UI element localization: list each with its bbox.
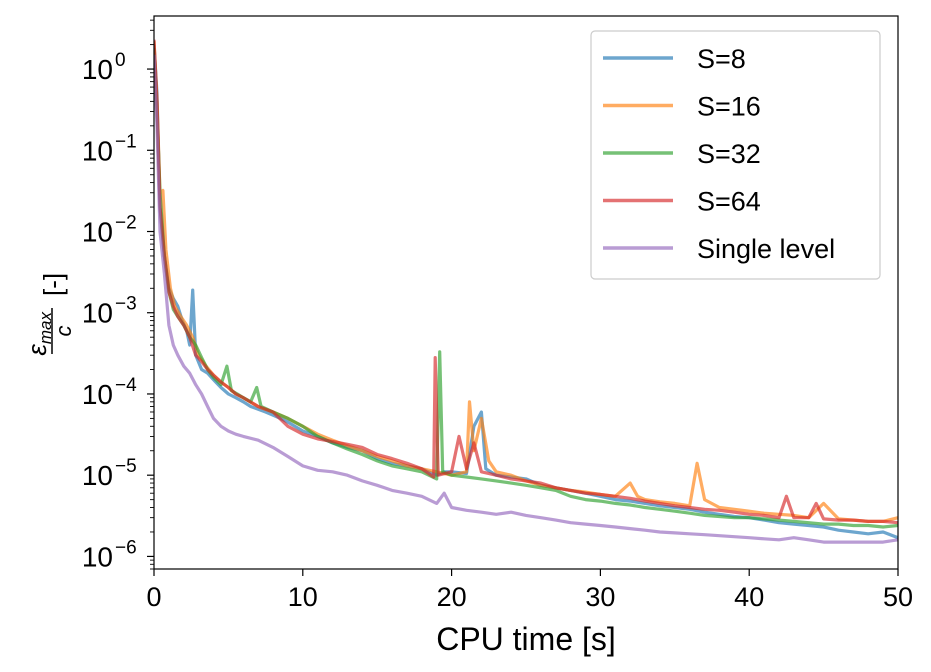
- x-axis: 0 10 20 30 40 50: [146, 569, 913, 612]
- y-tick-label-2: 10: [82, 217, 113, 248]
- y-axis-title-denominator: c: [51, 326, 76, 337]
- y-axis-title: εmax c [-]: [22, 273, 76, 356]
- y-tick-exponent-4: −4: [115, 375, 137, 396]
- y-axis-title-numerator: εmax: [22, 312, 55, 356]
- y-tick-exponent-6: −6: [115, 537, 137, 558]
- y-tick-label-3: 10: [82, 298, 113, 329]
- legend-label-1: S=16: [697, 92, 761, 122]
- x-tick-label-2: 20: [437, 582, 467, 612]
- legend-box: [590, 30, 881, 280]
- y-tick-label-5: 10: [82, 460, 113, 491]
- y-tick-label-0: 10: [82, 54, 113, 85]
- x-axis-title: CPU time [s]: [436, 621, 616, 657]
- x-tick-label-3: 30: [585, 582, 615, 612]
- legend-label-4: Single level: [697, 234, 835, 264]
- series-line-4: [154, 54, 898, 544]
- x-tick-label-4: 40: [734, 582, 764, 612]
- x-tick-label-5: 50: [883, 582, 913, 612]
- y-tick-label-6: 10: [82, 541, 113, 572]
- x-tick-label-0: 0: [146, 582, 161, 612]
- legend: S=8 S=16 S=32 S=64 Single level: [590, 30, 881, 280]
- y-tick-exponent-0: 0: [115, 50, 126, 71]
- plot-frame: [153, 15, 899, 570]
- y-tick-exponent-1: −1: [115, 131, 137, 152]
- legend-label-3: S=64: [697, 187, 761, 217]
- y-tick-label-1: 10: [82, 135, 113, 166]
- y-tick-exponent-5: −5: [115, 456, 137, 477]
- y-tick-label-4: 10: [82, 379, 113, 410]
- y-tick-exponent-3: −3: [115, 294, 137, 315]
- legend-label-0: S=8: [697, 44, 746, 74]
- legend-label-2: S=32: [697, 139, 761, 169]
- series-line-3: [154, 39, 898, 525]
- series-layer: [154, 39, 898, 544]
- x-tick-label-1: 10: [288, 582, 318, 612]
- y-tick-exponent-2: −2: [115, 213, 137, 234]
- y-axis-title-unit: [-]: [38, 273, 68, 296]
